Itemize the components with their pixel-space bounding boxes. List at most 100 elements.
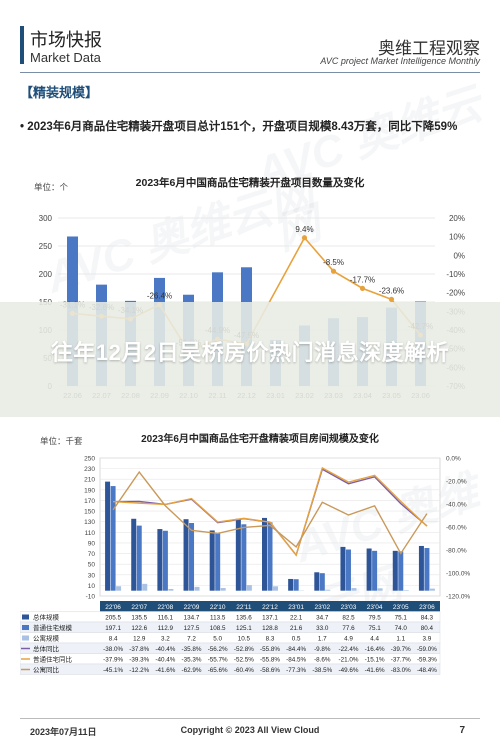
- chart2-x-tick: 22'12: [262, 604, 278, 611]
- chart2-table-cell: 75.1: [368, 625, 381, 632]
- chart1-y2-tick: 0%: [453, 251, 465, 260]
- chart1-data-label: -26.4%: [147, 292, 172, 301]
- chart2-y-tick: 90: [88, 540, 96, 547]
- chart2-y2-tick: -80.0%: [446, 548, 467, 555]
- chart2-table-cell: -41.6%: [365, 667, 385, 674]
- chart2-table-cell: 108.5: [210, 625, 226, 632]
- chart1-y2-tick: -10%: [446, 270, 465, 279]
- chart2-bar: [105, 481, 111, 591]
- chart2-bar: [235, 518, 241, 591]
- chart2-table-cell: 135.5: [131, 614, 147, 621]
- chart2-table-label: 普通住宅同比: [33, 654, 73, 663]
- chart2-bar: [366, 548, 372, 591]
- chart2-table-label: 总体规模: [33, 612, 60, 621]
- footer-page-number: 7: [459, 725, 465, 736]
- chart2-yoy-line: [113, 466, 428, 557]
- chart1-yoy-point: [301, 235, 308, 241]
- chart2-x-tick: 22'10: [210, 604, 226, 611]
- chart2-table-cell: -22.4%: [338, 646, 358, 653]
- chart2-table-cell: -55.8%: [260, 656, 280, 663]
- chart1-y2-tick: -20%: [446, 289, 465, 298]
- chart2-table-cell: 3.9: [423, 635, 432, 642]
- chart2-table-cell: 7.2: [187, 635, 196, 642]
- footer-divider: [20, 718, 480, 719]
- chart2-table-cell: 1.1: [396, 635, 405, 642]
- header-divider: [20, 72, 480, 73]
- chart2-table-cell: -12.2%: [129, 667, 149, 674]
- chart2-table-cell: 4.9: [344, 635, 353, 642]
- chart2-table-cell: 205.5: [105, 614, 121, 621]
- chart2-bar: [131, 518, 137, 591]
- chart2-table-cell: -77.3%: [286, 667, 306, 674]
- chart2-bar: [273, 586, 278, 591]
- chart2-x-tick: 23'03: [341, 604, 357, 611]
- chart2-table-label: 公寓规模: [33, 633, 60, 642]
- chart-room-scale: 2023年6月中国商品住宅开盘精装项目房间规模及变化 单位：千套 250 230 210…: [20, 432, 470, 675]
- chart1-data-label: 9.4%: [295, 225, 313, 234]
- chart1-y-tick: 300: [39, 214, 53, 223]
- chart2-table-cell: -58.6%: [260, 667, 280, 674]
- chart2-x-tick: 22'11: [236, 604, 252, 611]
- chart2-table-cell: -59.3%: [417, 656, 437, 663]
- chart2-legend-swatch: [22, 635, 29, 641]
- chart2-table-cell: -8.6%: [314, 656, 331, 663]
- chart2-y-tick: 10: [88, 583, 96, 590]
- chart2-table-cell: -83.0%: [391, 667, 411, 674]
- chart1-data-label: -8.5%: [323, 258, 344, 267]
- chart2-table-cell: -41.6%: [155, 667, 175, 674]
- chart2-table-cell: 74.0: [395, 625, 408, 632]
- bullet-content: 2023年6月商品住宅精装开盘项目总计151个，开盘项目规模8.43万套，同比下…: [27, 121, 458, 133]
- chart1-y-tick: 250: [39, 242, 53, 251]
- chart2-table-cell: 77.6: [342, 625, 355, 632]
- chart2-table-cell: 10.5: [238, 635, 251, 642]
- banner-title: 往年12月2日吴桥房价热门消息深度解析: [50, 340, 450, 365]
- chart2-x-tick: 23'06: [419, 604, 435, 611]
- chart2-table-cell: -15.1%: [365, 656, 385, 663]
- chart2-table-cell: 116.1: [158, 614, 174, 621]
- chart2-yoy-line: [112, 470, 428, 555]
- chart2-y-tick: 30: [88, 572, 96, 579]
- chart2-bar: [220, 588, 226, 591]
- header-accent-bar: [20, 26, 24, 64]
- chart2-bar: [424, 548, 430, 591]
- chart2-table-cell: 33.0: [316, 625, 329, 632]
- chart2-y-tick: 230: [84, 466, 95, 473]
- chart2-y2-tick: -60.0%: [446, 525, 467, 532]
- chart2-table-cell: 137.1: [262, 614, 278, 621]
- chart2-y-tick: 170: [84, 498, 95, 505]
- chart2-table-cell: -37.9%: [103, 656, 123, 663]
- chart2-table-cell: 34.7: [316, 614, 329, 621]
- chart2-bar: [110, 486, 116, 591]
- chart2-x-tick: 22'08: [158, 604, 174, 611]
- chart1-y-tick: 200: [39, 270, 53, 279]
- chart2-bar: [351, 588, 357, 591]
- chart2-table-cell: -49.6%: [338, 667, 358, 674]
- chart2-table-cell: 122.6: [131, 625, 147, 632]
- chart2-table-cell: -52.5%: [234, 656, 254, 663]
- chart2-table-label: 总体同比: [33, 644, 60, 653]
- chart1-yoy-point: [388, 296, 395, 302]
- chart2-y2-tick: -40.0%: [446, 502, 467, 509]
- chart2-bar: [267, 522, 273, 591]
- chart2-x-tick: 22'09: [184, 604, 200, 611]
- chart2-table-cell: -35.3%: [182, 656, 202, 663]
- chart2-table-cell: -62.9%: [182, 667, 202, 674]
- chart2-bar: [372, 550, 378, 591]
- chart2-table-cell: 127.5: [184, 625, 200, 632]
- chart2-bar: [429, 588, 435, 591]
- chart2-table-cell: 0.5: [292, 635, 301, 642]
- chart2-y-tick: 190: [84, 487, 95, 494]
- chart2-table-cell: 75.1: [395, 614, 408, 621]
- chart2-table-cell: 3.2: [161, 635, 170, 642]
- chart2-legend-swatch: [22, 614, 29, 620]
- chart2-bar: [314, 572, 320, 591]
- chart2-y-tick: -10: [86, 594, 96, 601]
- chart2-table-cell: 134.7: [184, 614, 200, 621]
- chart2-table-cell: 128.8: [262, 625, 278, 632]
- chart2-table-cell: 1.7: [318, 635, 327, 642]
- chart1-title: 2023年6月中国商品住宅精装开盘项目数量及变化: [136, 176, 365, 189]
- chart2-bar: [162, 530, 168, 591]
- chart2-table-cell: -48.4%: [417, 667, 437, 674]
- chart2-bar: [168, 588, 174, 591]
- chart2-y-tick: 70: [88, 551, 96, 558]
